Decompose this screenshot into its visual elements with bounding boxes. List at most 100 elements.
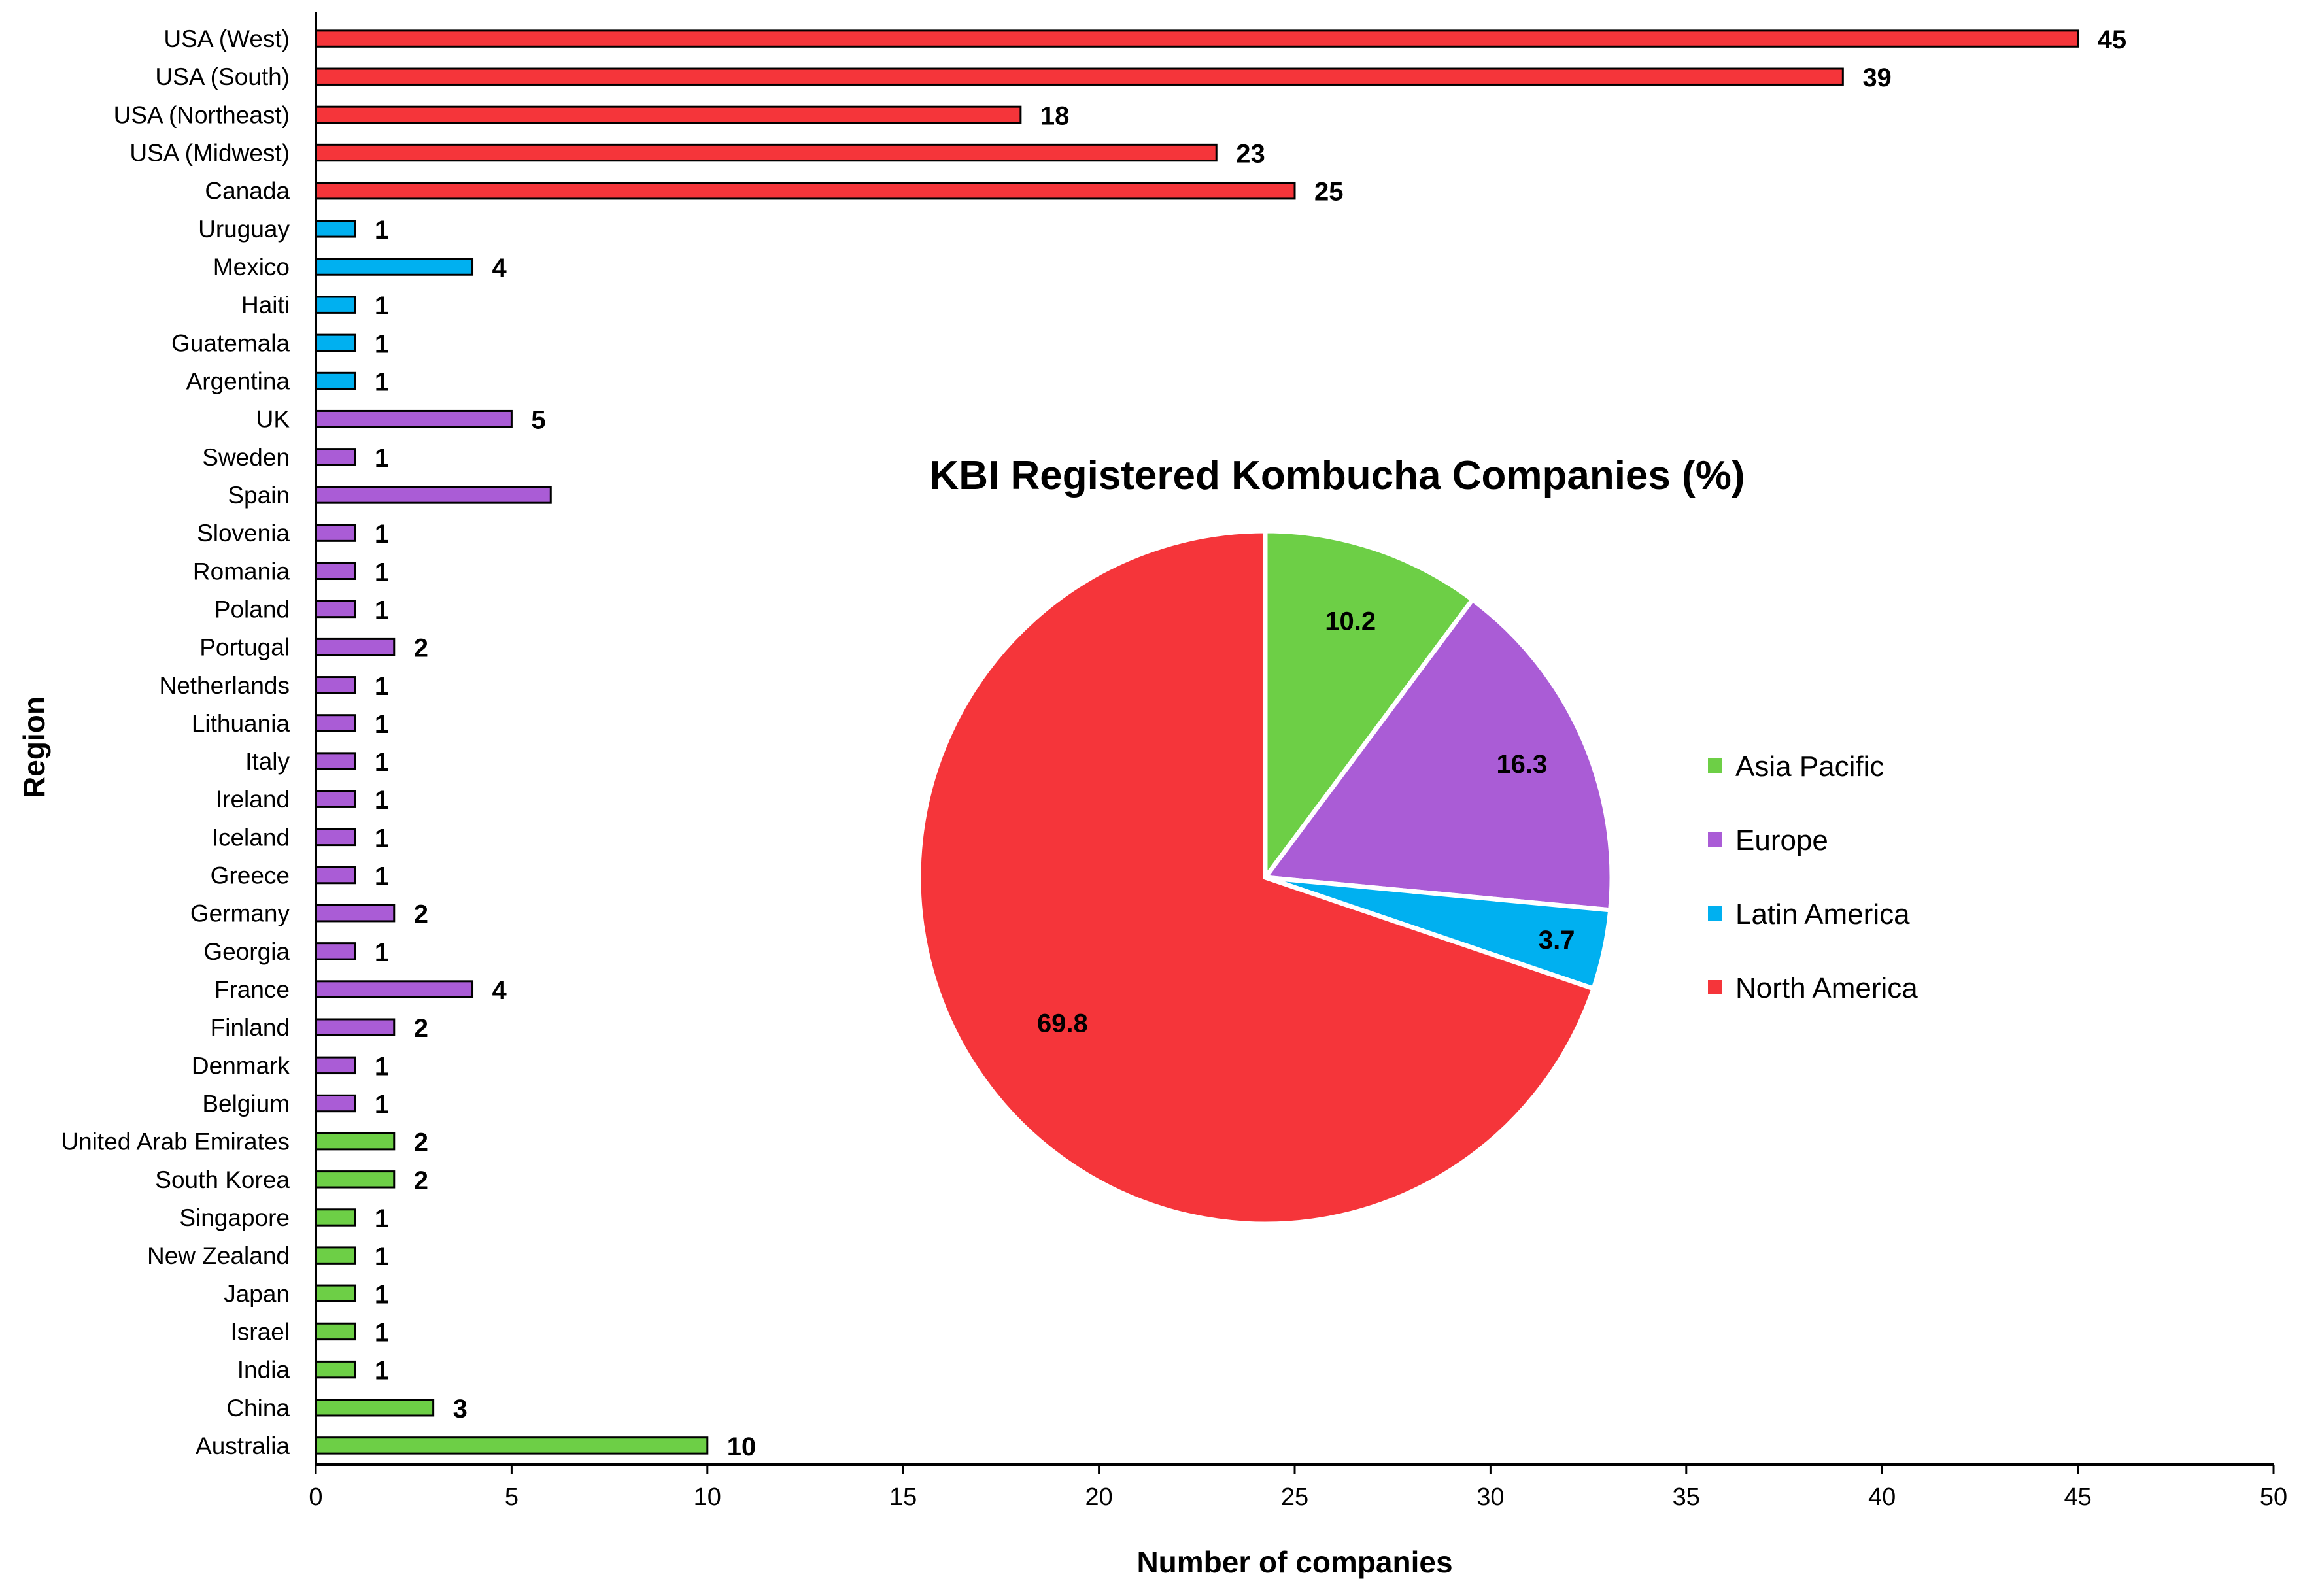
bar-uk bbox=[315, 409, 513, 428]
value-label-india: 1 bbox=[375, 1357, 389, 1385]
bar-singapore bbox=[315, 1208, 356, 1227]
pie-slice-asia-pacific bbox=[1263, 528, 1475, 880]
pie-label-latin-america: 3.7 bbox=[1539, 926, 1575, 955]
value-label-france: 4 bbox=[492, 976, 507, 1005]
legend-swatch-latin-america bbox=[1708, 906, 1722, 921]
bar-georgia bbox=[315, 942, 356, 960]
value-label-italy: 1 bbox=[375, 748, 389, 777]
category-label-singapore: Singapore bbox=[179, 1204, 290, 1231]
bar-greece bbox=[315, 866, 356, 885]
bar-iceland bbox=[315, 828, 356, 847]
value-label-guatemala: 1 bbox=[375, 330, 389, 358]
bar-haiti bbox=[315, 296, 356, 314]
category-label-israel: Israel bbox=[231, 1318, 290, 1345]
value-label-finland: 2 bbox=[414, 1014, 428, 1043]
bar-usa-midwest bbox=[315, 143, 1218, 162]
category-label-slovenia: Slovenia bbox=[197, 520, 290, 547]
value-label-belgium: 1 bbox=[375, 1091, 389, 1119]
category-label-poland: Poland bbox=[214, 596, 290, 622]
value-label-slovenia: 1 bbox=[375, 520, 389, 549]
category-label-italy: Italy bbox=[245, 748, 290, 775]
value-label-usa-south: 39 bbox=[1862, 63, 1892, 92]
pie-slice-europe bbox=[1263, 597, 1614, 913]
value-label-australia: 10 bbox=[727, 1433, 757, 1461]
x-tick-label-50: 50 bbox=[2260, 1484, 2287, 1511]
category-label-netherlands: Netherlands bbox=[159, 672, 290, 699]
bar-finland bbox=[315, 1018, 396, 1036]
axes-group: 0 5 10 15 20 25 30 35 40 45 50 bbox=[309, 12, 2287, 1511]
value-label-china: 3 bbox=[453, 1395, 468, 1423]
category-label-lithuania: Lithuania bbox=[192, 710, 290, 737]
category-label-india: India bbox=[237, 1357, 290, 1384]
category-label-uruguay: Uruguay bbox=[198, 216, 290, 243]
legend-label-north-america: North America bbox=[1735, 972, 1918, 1004]
bar-italy bbox=[315, 752, 356, 770]
bar-guatemala bbox=[315, 333, 356, 352]
value-label-portugal: 2 bbox=[414, 634, 428, 663]
bar-canada bbox=[315, 181, 1296, 200]
pie-label-europe: 16.3 bbox=[1496, 750, 1547, 779]
bar-france bbox=[315, 980, 474, 998]
value-label-georgia: 1 bbox=[375, 938, 389, 967]
pie-label-asia-pacific: 10.2 bbox=[1325, 607, 1376, 636]
value-label-argentina: 1 bbox=[375, 368, 389, 397]
x-tick-label-25: 25 bbox=[1281, 1484, 1308, 1511]
bar-poland bbox=[315, 600, 356, 619]
bar-mexico bbox=[315, 258, 474, 276]
value-label-greece: 1 bbox=[375, 862, 389, 891]
bar-denmark bbox=[315, 1056, 356, 1075]
value-label-denmark: 1 bbox=[375, 1052, 389, 1081]
bar-slovenia bbox=[315, 524, 356, 542]
value-label-uk: 5 bbox=[531, 406, 545, 435]
bar-chart: USA (West) USA (South) USA (Northeast) USA … bbox=[17, 12, 2287, 1579]
pie-labels-group: 10.2 16.3 3.7 69.8 bbox=[1037, 607, 1575, 1038]
bar-usa-northeast bbox=[315, 105, 1022, 124]
bar-united-arab-emirates bbox=[315, 1132, 396, 1151]
bar-new-zealand bbox=[315, 1246, 356, 1265]
value-label-poland: 1 bbox=[375, 596, 389, 624]
category-label-usa-northeast: USA (Northeast) bbox=[114, 101, 290, 128]
value-label-uruguay: 1 bbox=[375, 216, 389, 245]
value-label-netherlands: 1 bbox=[375, 672, 389, 701]
category-label-romania: Romania bbox=[193, 558, 290, 585]
x-tick-label-5: 5 bbox=[505, 1484, 519, 1511]
category-label-denmark: Denmark bbox=[192, 1052, 290, 1079]
category-label-finland: Finland bbox=[211, 1014, 290, 1041]
value-label-singapore: 1 bbox=[375, 1204, 389, 1233]
value-label-sweden: 1 bbox=[375, 444, 389, 473]
bar-lithuania bbox=[315, 714, 356, 732]
bar-israel bbox=[315, 1322, 356, 1341]
value-label-ireland: 1 bbox=[375, 786, 389, 815]
bars-group bbox=[315, 29, 2079, 1455]
value-label-lithuania: 1 bbox=[375, 710, 389, 739]
legend-label-latin-america: Latin America bbox=[1735, 898, 1910, 930]
value-label-haiti: 1 bbox=[375, 292, 389, 320]
value-label-mexico: 4 bbox=[492, 254, 507, 282]
bar-japan bbox=[315, 1284, 356, 1303]
x-tick-label-15: 15 bbox=[889, 1484, 917, 1511]
value-label-canada: 25 bbox=[1314, 178, 1344, 207]
category-label-argentina: Argentina bbox=[186, 368, 290, 395]
value-label-israel: 1 bbox=[375, 1318, 389, 1347]
pie-chart: KBI Registered Kombucha Companies (%) 10… bbox=[916, 453, 1918, 1227]
bar-romania bbox=[315, 562, 356, 581]
category-label-guatemala: Guatemala bbox=[171, 330, 290, 356]
bar-netherlands bbox=[315, 676, 356, 694]
x-tick-label-45: 45 bbox=[2064, 1484, 2091, 1511]
bar-south-korea bbox=[315, 1170, 396, 1189]
category-label-usa-midwest: USA (Midwest) bbox=[129, 140, 290, 167]
category-label-france: France bbox=[214, 976, 290, 1003]
bar-china bbox=[315, 1399, 435, 1417]
category-label-mexico: Mexico bbox=[213, 254, 290, 280]
value-label-iceland: 1 bbox=[375, 824, 389, 853]
x-tick-label-35: 35 bbox=[1673, 1484, 1700, 1511]
category-label-canada: Canada bbox=[205, 178, 290, 205]
category-label-new-zealand: New Zealand bbox=[147, 1242, 290, 1269]
category-label-germany: Germany bbox=[190, 900, 290, 927]
value-label-south-korea: 2 bbox=[414, 1166, 428, 1195]
category-label-united-arab-emirates: United Arab Emirates bbox=[61, 1129, 290, 1155]
category-label-usa-south: USA (South) bbox=[155, 63, 290, 90]
bar-australia bbox=[315, 1436, 709, 1455]
pie-legend: Asia Pacific Europe Latin America North Ame… bbox=[1708, 751, 1918, 1004]
